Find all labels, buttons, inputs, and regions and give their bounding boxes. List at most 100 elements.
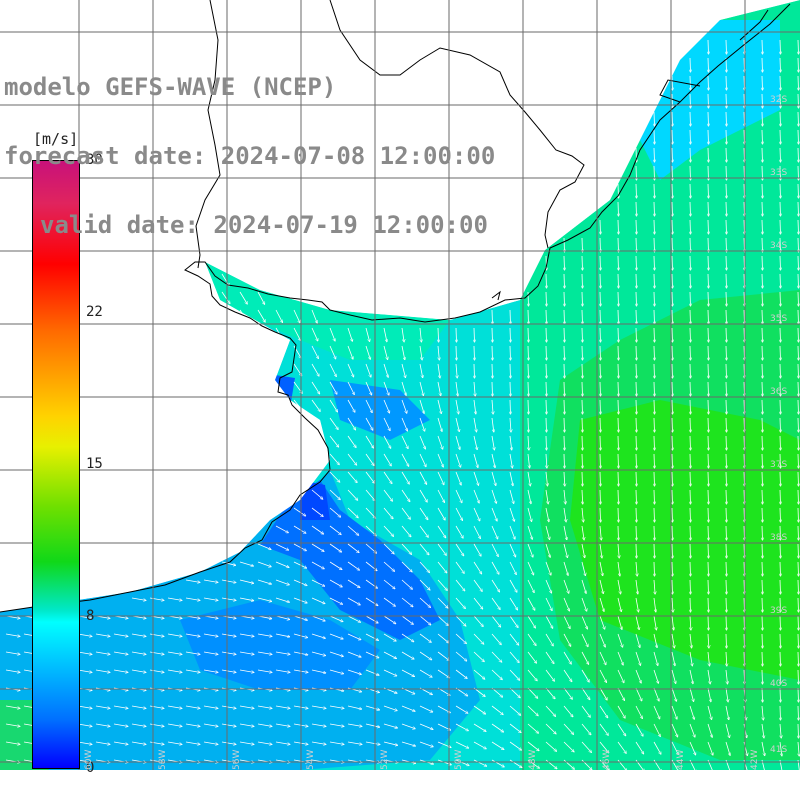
wind-arrow bbox=[311, 543, 324, 551]
wind-arrow bbox=[401, 435, 408, 449]
wind-arrow bbox=[744, 633, 745, 648]
wind-arrow bbox=[635, 579, 638, 594]
wind-arrow bbox=[401, 723, 415, 729]
wind-arrow bbox=[744, 39, 745, 54]
wind-arrow bbox=[77, 723, 92, 726]
wind-arrow bbox=[437, 597, 448, 608]
wind-arrow bbox=[95, 669, 110, 672]
wind-arrow bbox=[509, 525, 515, 539]
wind-arrow bbox=[780, 75, 781, 90]
wind-arrow bbox=[311, 507, 323, 517]
wind-arrow bbox=[635, 651, 641, 665]
wind-arrow bbox=[636, 291, 637, 306]
wind-arrow bbox=[636, 327, 637, 342]
wind-arrow bbox=[473, 597, 483, 609]
lon-label: 42W bbox=[750, 749, 760, 770]
wind-arrow bbox=[419, 633, 431, 642]
wind-arrow bbox=[185, 669, 200, 672]
wind-arrow bbox=[672, 543, 673, 558]
wind-arrow bbox=[708, 57, 709, 72]
wind-arrow bbox=[689, 723, 695, 737]
wind-arrow bbox=[95, 723, 110, 726]
wind-arrow bbox=[401, 705, 415, 711]
wind-arrow bbox=[347, 363, 354, 377]
wind-arrow bbox=[708, 363, 709, 378]
wind-arrow bbox=[510, 363, 511, 378]
wind-arrow bbox=[347, 345, 353, 359]
wind-arrow bbox=[636, 345, 637, 360]
wind-arrow bbox=[618, 435, 619, 450]
wind-arrow bbox=[564, 381, 565, 396]
wind-arrow bbox=[563, 561, 568, 575]
wind-arrow bbox=[167, 669, 182, 672]
wind-arrow bbox=[491, 741, 504, 750]
wind-arrow bbox=[167, 705, 182, 708]
wind-arrow bbox=[726, 579, 727, 594]
wind-arrow bbox=[509, 507, 514, 521]
wind-arrow bbox=[293, 327, 301, 340]
wind-arrow bbox=[492, 327, 493, 342]
wind-arrow bbox=[456, 363, 457, 378]
wind-arrow bbox=[744, 597, 745, 612]
wind-arrow bbox=[762, 435, 763, 450]
wind-arrow bbox=[509, 633, 519, 645]
wind-arrow bbox=[744, 525, 745, 540]
wind-arrow bbox=[455, 471, 461, 485]
wind-arrow bbox=[708, 327, 709, 342]
wind-arrow bbox=[419, 417, 425, 431]
wind-arrow bbox=[744, 435, 745, 450]
wind-arrow bbox=[762, 255, 763, 270]
wind-arrow bbox=[564, 237, 565, 252]
wind-arrow bbox=[653, 597, 656, 612]
wind-arrow bbox=[798, 597, 799, 612]
wind-arrow bbox=[599, 597, 604, 611]
wind-arrow bbox=[690, 75, 691, 90]
wind-arrow bbox=[383, 345, 388, 360]
wind-arrow bbox=[600, 453, 601, 468]
wind-arrow bbox=[744, 363, 745, 378]
wind-arrow bbox=[744, 309, 745, 324]
wind-arrow bbox=[347, 453, 357, 465]
wind-arrow bbox=[383, 381, 389, 395]
wind-arrow bbox=[672, 363, 673, 378]
wind-arrow bbox=[491, 579, 500, 592]
wind-arrow bbox=[599, 579, 603, 594]
wind-arrow bbox=[671, 705, 677, 719]
wind-arrow bbox=[780, 489, 781, 504]
wind-arrow bbox=[582, 417, 583, 432]
wind-arrow bbox=[798, 201, 799, 216]
lat-label: 33S bbox=[770, 168, 788, 178]
wind-arrow bbox=[726, 651, 727, 666]
wind-arrow bbox=[527, 651, 537, 663]
wind-arrow bbox=[528, 435, 529, 450]
wind-arrow bbox=[798, 507, 799, 522]
wind-arrow bbox=[437, 471, 444, 485]
wind-arrow bbox=[365, 597, 378, 606]
wind-arrow bbox=[581, 723, 591, 735]
wind-arrow bbox=[329, 741, 344, 744]
wind-arrow bbox=[347, 579, 360, 588]
wind-arrow bbox=[617, 741, 626, 753]
wind-arrow bbox=[77, 633, 92, 636]
wind-arrow bbox=[437, 417, 442, 431]
wind-arrow bbox=[275, 579, 289, 585]
wind-arrow bbox=[581, 633, 588, 647]
wind-arrow bbox=[744, 57, 745, 72]
wind-arrow bbox=[456, 345, 457, 360]
wind-arrow bbox=[311, 741, 326, 744]
wind-arrow bbox=[347, 435, 356, 448]
wind-arrow bbox=[311, 651, 326, 656]
wind-arrow bbox=[780, 129, 781, 144]
wind-arrow bbox=[618, 381, 619, 396]
wind-arrow bbox=[726, 39, 727, 54]
wind-arrow bbox=[726, 75, 727, 90]
wind-arrow bbox=[798, 255, 799, 270]
lon-label: 50W bbox=[454, 749, 464, 770]
wind-arrow bbox=[599, 669, 607, 682]
wind-arrow bbox=[149, 633, 164, 636]
wind-arrow bbox=[762, 615, 763, 630]
wind-arrow bbox=[762, 687, 763, 702]
wind-arrow bbox=[744, 453, 745, 468]
wind-arrow bbox=[581, 543, 585, 558]
wind-arrow bbox=[473, 489, 479, 503]
